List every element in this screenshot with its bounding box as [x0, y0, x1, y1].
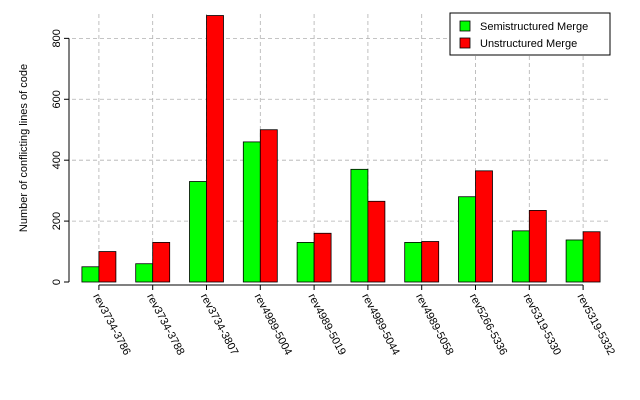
legend-swatch-semistructured — [459, 20, 471, 32]
x-tick-label: rev3734-3807 — [198, 292, 240, 358]
bar-semistructured — [511, 230, 530, 283]
bar-unstructured — [582, 231, 601, 283]
bar-unstructured — [259, 129, 278, 283]
bars — [81, 15, 601, 283]
bar-unstructured — [98, 251, 117, 283]
x-tick-label: rev4989-5004 — [252, 292, 294, 358]
bar-unstructured — [206, 15, 224, 283]
x-tick-label: rev4989-5019 — [305, 292, 347, 358]
x-tick-label: rev4989-5058 — [413, 292, 455, 358]
bar-unstructured — [528, 210, 547, 283]
y-tick-label: 400 — [51, 151, 63, 169]
bar-semistructured — [135, 263, 154, 283]
legend-label-unstructured: Unstructured Merge — [480, 38, 577, 50]
x-axis: rev3734-3786 rev3734-3788 rev3734-3807 rev4… — [90, 284, 617, 358]
bar-unstructured — [421, 241, 440, 283]
y-axis-label: Number of conflicting lines of code — [18, 64, 30, 232]
x-tick-label: rev3734-3788 — [144, 292, 186, 358]
bar-semistructured — [458, 196, 476, 283]
x-tick-label: rev5319-5332 — [574, 292, 616, 358]
x-tick-label: rev3734-3786 — [90, 292, 132, 358]
x-tick-label: rev5266-5336 — [467, 292, 509, 358]
bar-semistructured — [296, 242, 315, 283]
x-tick-label: rev5319-5330 — [521, 292, 563, 358]
legend-box — [449, 12, 611, 56]
y-axis: 0 200 400 600 800 — [51, 29, 70, 285]
legend-swatch-unstructured — [459, 37, 471, 49]
legend: Semistructured Merge Unstructured Merge — [449, 12, 611, 56]
bar-semistructured — [242, 141, 261, 283]
bar-semistructured — [189, 181, 207, 283]
bar-semistructured — [81, 266, 100, 283]
bar-semistructured — [404, 242, 423, 283]
y-tick-label: 600 — [51, 90, 63, 108]
bar-unstructured — [475, 170, 493, 283]
y-tick-label: 800 — [51, 29, 63, 47]
bar-unstructured — [367, 200, 386, 283]
legend-label-semistructured: Semistructured Merge — [480, 21, 588, 33]
y-tick-label: 0 — [51, 279, 63, 285]
bar-unstructured — [152, 242, 171, 283]
bar-unstructured — [313, 232, 332, 283]
y-tick-label: 200 — [51, 212, 63, 230]
bar-semistructured — [565, 239, 584, 283]
x-tick-label: rev4989-5044 — [359, 292, 401, 358]
bar-semistructured — [350, 168, 369, 283]
